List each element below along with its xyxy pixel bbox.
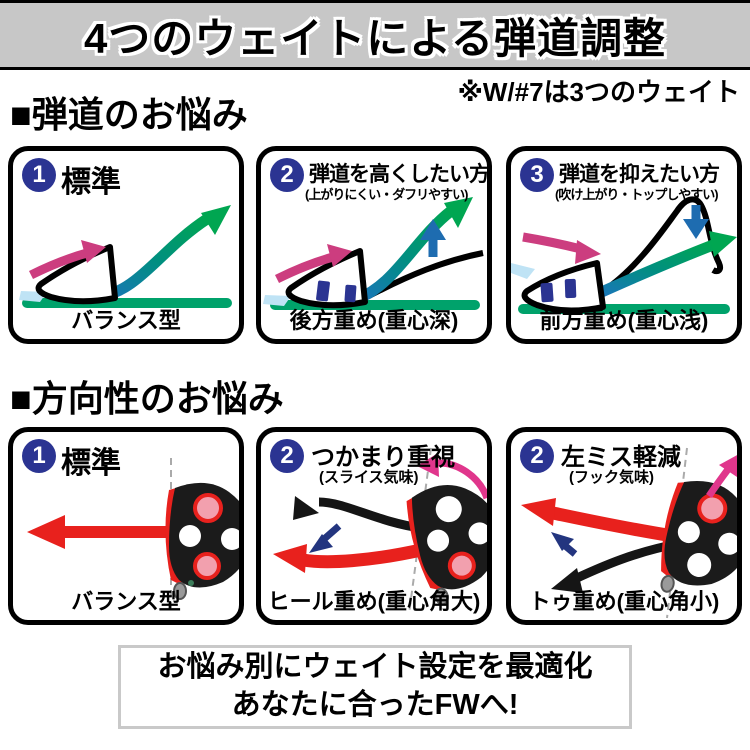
swing-arrow-icon [522,232,583,254]
swing-arrowhead-icon [327,244,352,267]
summary-box: お悩み別にウェイト設定を最適化 あなたに合ったFWへ! [118,645,632,729]
panel-direction-fade: 2 左ミス軽減 (フック気味) トゥ重め(重心角小) [506,427,742,625]
rear-weight-icon [316,280,330,302]
height-up-arrowhead-icon [420,219,446,240]
shot-direction-arrowhead-icon [521,498,556,526]
swing-arrow-icon [28,248,89,280]
panel-title: 弾道を高くしたい方 [309,163,489,186]
head-body [411,485,487,590]
weight-port-active-icon [447,551,476,580]
panel-title: つかまり重視 [311,444,455,471]
section-heading-trajectory: ■弾道のお悩み [10,94,248,135]
sole-dot [188,580,194,586]
weight-count-note: ※W/#7は3つのウェイト [457,77,740,107]
title-band: 4つのウェイトによる弾道調整 [0,0,750,70]
weight-port-icon [677,521,700,544]
panel-caption: 後方重め(重心深) [289,308,459,333]
tee-mark [263,295,291,306]
rotation-arrowhead-icon [719,455,737,477]
panel-number-badge: 2 [520,439,554,473]
weight-port-active-icon [193,493,223,523]
weight-port-active-icon [697,493,728,524]
front-weight-icon [564,278,577,299]
weight-port-icon [435,496,462,523]
direction-draw-illustration [273,447,487,615]
weight-port-icon [221,528,239,550]
weight-port-icon [687,552,712,577]
club-head-icon [165,482,239,600]
panel-caption: 前方重め(重心浅) [539,308,709,333]
club-head-icon [406,485,487,606]
rotation-arrow-icon [436,459,487,500]
correction-arrowhead-icon [309,534,333,553]
club-head-icon [35,244,118,305]
hosel-icon [173,582,187,600]
shot-direction-arrow-icon [551,506,675,543]
panel-trajectory-standard: 1 標準 バランス型 [8,146,244,344]
weight-port-active-icon [193,552,221,580]
panel-caption: トゥ重め(重心角小) [528,589,720,614]
summary-line-1: お悩み別にウェイト設定を最適化 [157,651,593,684]
rear-weight-icon [344,284,357,303]
panel-title: 標準 [61,447,121,480]
panel-number-badge: 2 [270,158,304,192]
ball-flight-arrowhead-icon [201,205,231,235]
panel-number-badge: 1 [22,158,56,192]
panel-trajectory-lower: 3 弾道を抑えたい方 (吹け上がり・トップしやすい) 前方重め(重心浅) [506,146,742,344]
panel-subtitle: (スライス気味) [319,469,419,486]
panel-direction-standard: 1 標準 バランス型 [8,427,244,625]
hosel-icon [434,587,449,606]
face-alignment-dashed-line [408,447,432,615]
swing-arrow-icon [274,252,335,284]
weight-port-icon [718,532,737,555]
miss-path-arrowhead-icon [293,496,319,520]
panel-subtitle: (フック気味) [569,469,654,486]
old-flight-curve [601,196,724,294]
panel-title: 弾道を抑えたい方 [559,163,720,186]
miss-path-arrow-icon [318,497,422,533]
shot-direction-arrow-icon [27,515,173,549]
shot-direction-arrow-icon [301,543,423,569]
height-down-arrowhead-icon [683,219,709,239]
tee-mark [511,263,535,279]
panel-caption: バランス型 [71,589,181,614]
direction-fade-illustration [521,447,737,619]
panel-subtitle: (吹け上がり・トップしやすい) [555,187,719,202]
trajectory-standard-illustration [19,205,232,308]
panel-title: 左ミス軽減 [561,444,681,471]
panel-caption: バランス型 [71,308,181,333]
ball-flight-arrowhead-icon [709,231,737,257]
weight-port-icon [427,529,450,552]
panel-direction-draw: 2 つかまり重視 (スライス気味) ヒール重め(重心角大) [256,427,492,625]
head-body [664,481,737,586]
section-heading-direction: ■方向性のお悩み [10,378,284,419]
trajectory-lower-illustration [511,196,737,314]
swing-arrowhead-icon [81,240,106,263]
hosel-icon [660,574,675,593]
ball-flight-arrowhead-icon [444,197,473,228]
page-title: 4つのウェイトによる弾道調整 [83,14,667,62]
correction-arrow-icon [320,523,342,543]
weight-port-icon [179,525,201,547]
shot-direction-arrowhead-icon [273,544,307,573]
summary-line-2: あなたに合ったFWへ! [231,689,519,721]
panel-number-badge: 2 [270,439,304,473]
weight-port-icon [468,522,487,545]
swing-arrowhead-icon [575,240,601,264]
ball-flight-arrow-icon [592,239,715,301]
club-head-icon [660,481,737,593]
trajectory-higher-illustration [263,197,484,310]
panel-caption: ヒール重め(重心角大) [267,589,481,614]
miss-path-arrowhead-icon [551,568,583,593]
ball-flight-arrow-icon [354,206,455,305]
panel-number-badge: 3 [520,158,554,192]
correction-arrowhead-icon [551,532,574,551]
panel-subtitle: (上がりにくい・ダフリやすい) [305,187,468,202]
panel-title: 標準 [61,166,121,199]
direction-standard-illustration [27,458,239,608]
front-weight-icon [540,282,554,303]
panel-number-badge: 1 [22,439,56,473]
rotation-arrowhead-icon [417,453,439,477]
panel-trajectory-higher: 2 弾道を高くしたい方 (上がりにくい・ダフリやすい) 後方重め(重心深) [256,146,492,344]
